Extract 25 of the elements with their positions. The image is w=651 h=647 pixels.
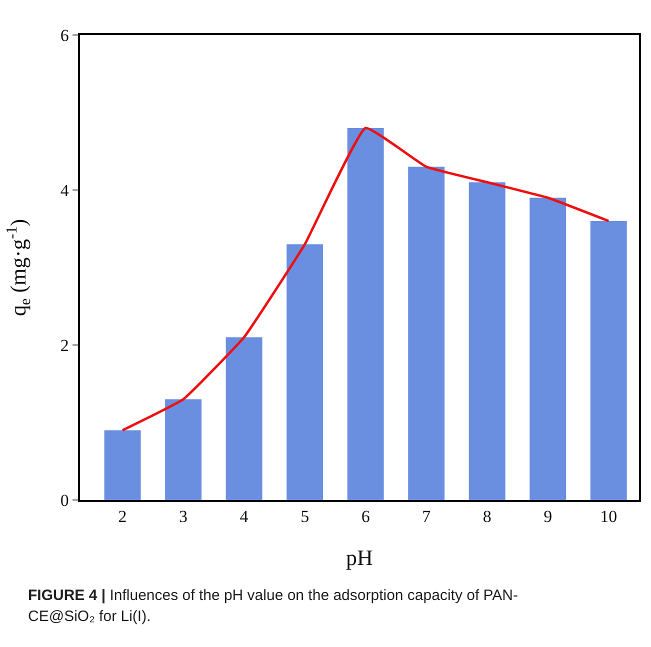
bar [165, 399, 202, 500]
y-tick-label: 4 [60, 180, 70, 200]
y-tick-label: 0 [60, 490, 69, 510]
x-axis-title: pH [346, 545, 374, 570]
bar [530, 198, 566, 500]
bar [104, 430, 141, 500]
x-tick-label: 4 [240, 507, 249, 526]
x-tick-label: 2 [118, 507, 127, 526]
bar [286, 244, 324, 500]
bar [226, 337, 262, 500]
y-tick-label: 2 [60, 336, 69, 355]
x-tick-label: 3 [179, 507, 188, 526]
x-tick-label: 6 [361, 507, 370, 526]
line-series [121, 126, 610, 432]
bar [468, 182, 506, 500]
x-tick-label: 8 [482, 507, 492, 526]
caption: FIGURE 4 | Influences of the pH value on the adsorption capacity of PAN-CE@SiO₂ for Li(I). [28, 586, 520, 627]
x-tick-label: 10 [600, 507, 618, 526]
y-tick-label: 6 [60, 26, 69, 45]
bar [347, 128, 384, 500]
bar [408, 166, 445, 500]
bar [590, 221, 627, 500]
x-tick-label: 5 [300, 507, 310, 526]
x-tick-label: 7 [422, 507, 432, 526]
x-tick-label: 9 [544, 507, 552, 526]
